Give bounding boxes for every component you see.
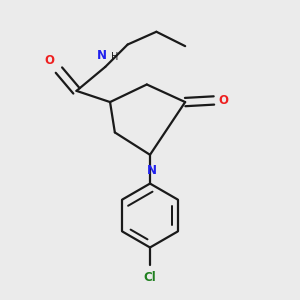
Text: O: O	[44, 54, 54, 67]
Text: O: O	[218, 94, 228, 107]
Text: H: H	[110, 52, 118, 62]
Text: Cl: Cl	[144, 272, 156, 284]
Text: N: N	[147, 164, 157, 177]
Text: N: N	[97, 49, 107, 62]
